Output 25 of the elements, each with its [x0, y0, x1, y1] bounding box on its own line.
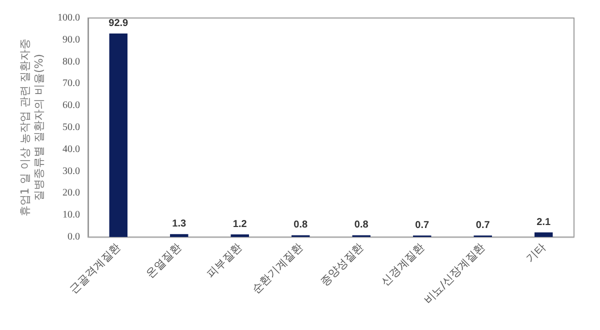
y-tick-label: 0.0	[68, 232, 80, 242]
data-label: 0.7	[476, 220, 490, 231]
data-label: 1.2	[232, 218, 248, 230]
y-tick-label: 60.0	[62, 100, 80, 112]
x-tick-label: 기타	[523, 240, 548, 266]
y-tick-label: 20.0	[62, 188, 80, 199]
bar	[534, 232, 553, 237]
y-tick-label: 50.0	[62, 122, 80, 133]
data-label: 2.1	[536, 216, 552, 228]
bar	[170, 234, 188, 237]
y-tick-label: 70.0	[62, 78, 80, 90]
data-label: 1.3	[172, 218, 187, 230]
data-label: 0.8	[294, 220, 308, 231]
y-axis-title: 휴업1 일 이상 농작업 관련 질환자중 질병종류별 질환자의 비율(%)	[18, 38, 46, 217]
y-tick-label: 10.0	[62, 210, 80, 221]
y-tick-label: 40.0	[62, 144, 80, 155]
data-label: 0.8	[354, 220, 369, 231]
y-tick-label: 30.0	[62, 166, 80, 177]
y-tick-label: 80.0	[62, 56, 80, 68]
y-tick-label: 90.0	[62, 34, 80, 46]
bar	[109, 34, 128, 237]
bar	[230, 234, 249, 237]
data-label: 0.7	[415, 220, 430, 231]
data-label: 92.9	[108, 18, 129, 30]
y-tick-label: 100.0	[58, 12, 80, 24]
